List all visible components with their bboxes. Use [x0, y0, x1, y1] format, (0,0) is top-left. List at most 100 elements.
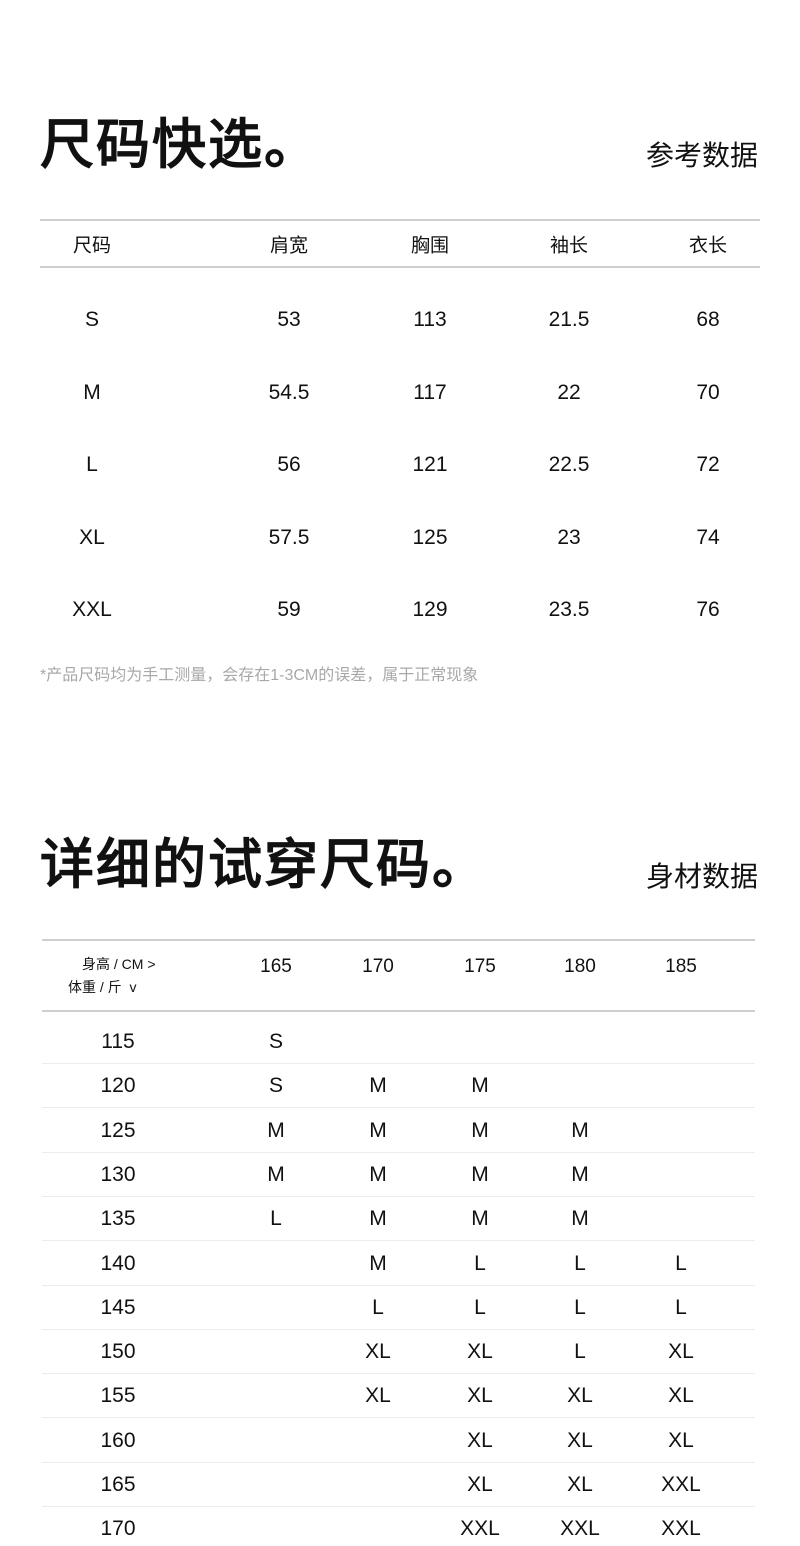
height-header: 175: [464, 956, 496, 977]
measurement-note: *产品尺码均为手工测量，会存在1-3CM的误差，属于正常现象: [40, 667, 479, 684]
recommended-size: M: [571, 1162, 589, 1186]
divider: [40, 219, 760, 221]
measurement-value: 125: [412, 525, 448, 549]
measurement-value: 117: [413, 380, 447, 404]
recommended-size: XL: [467, 1340, 493, 1364]
recommended-size: L: [574, 1340, 586, 1364]
row-divider: [42, 1195, 755, 1197]
height-header: 165: [260, 956, 292, 977]
quick-size-subtitle: 参考数据: [645, 140, 758, 171]
row-divider: [42, 1240, 755, 1242]
weight-label: 150: [100, 1340, 136, 1364]
recommended-size: M: [267, 1118, 285, 1142]
recommended-size: XL: [467, 1428, 493, 1452]
measurement-value: 21.5: [548, 308, 590, 331]
measurement-value: 53: [277, 308, 301, 331]
row-divider: [42, 1461, 755, 1463]
recommended-size: M: [471, 1162, 489, 1186]
measurement-value: 74: [696, 525, 720, 549]
divider: [42, 939, 755, 941]
row-divider: [42, 1151, 755, 1153]
recommended-size: XL: [567, 1473, 593, 1496]
recommended-size: XL: [668, 1428, 694, 1452]
recommended-size: XL: [467, 1473, 493, 1496]
fit-size-subtitle: 身材数据: [645, 861, 758, 892]
column-header: 肩宽: [269, 235, 309, 257]
recommended-size: XXL: [661, 1473, 701, 1496]
row-divider: [42, 1417, 755, 1419]
recommended-size: S: [268, 1030, 284, 1053]
height-header: 185: [665, 956, 697, 977]
row-divider: [42, 1373, 755, 1375]
measurement-value: 22: [557, 380, 581, 404]
quick-size-title: 尺码快选。: [40, 115, 320, 175]
recommended-size: XL: [365, 1384, 391, 1408]
height-header: 180: [564, 956, 596, 977]
recommended-size: XXL: [460, 1517, 500, 1541]
recommended-size: XL: [567, 1428, 593, 1452]
weight-label: 170: [100, 1517, 136, 1541]
recommended-size: M: [471, 1207, 489, 1231]
recommended-size: XXL: [661, 1517, 701, 1541]
measurement-value: 129: [412, 598, 448, 622]
measurement-value: 54.5: [268, 380, 310, 404]
column-header: 胸围: [410, 235, 450, 257]
height-header: 170: [362, 956, 394, 977]
recommended-size: M: [471, 1118, 489, 1142]
measurement-value: 56: [277, 453, 301, 477]
weight-axis-label: 体重 / 斤 v: [68, 979, 137, 995]
recommended-size: M: [471, 1074, 489, 1098]
measurement-value: 22.5: [548, 453, 590, 477]
column-header: 衣长: [688, 235, 728, 257]
size-label: S: [84, 308, 100, 331]
measurement-value: 23: [557, 525, 581, 549]
recommended-size: M: [369, 1074, 387, 1098]
recommended-size: XL: [668, 1340, 694, 1364]
recommended-size: L: [574, 1295, 586, 1319]
measurement-value: 70: [696, 380, 720, 404]
recommended-size: XXL: [560, 1517, 600, 1541]
fit-size-title: 详细的试穿尺码。: [40, 835, 488, 895]
measurement-value: 59: [277, 598, 301, 622]
recommended-size: L: [675, 1295, 687, 1319]
weight-label: 120: [100, 1074, 136, 1098]
recommended-size: XL: [365, 1340, 391, 1364]
recommended-size: S: [268, 1074, 284, 1098]
recommended-size: XL: [668, 1384, 694, 1408]
weight-label: 145: [100, 1295, 136, 1319]
weight-label: 140: [100, 1251, 136, 1275]
recommended-size: XL: [467, 1384, 493, 1408]
weight-label: 130: [100, 1162, 136, 1186]
divider: [42, 1010, 755, 1012]
row-divider: [42, 1063, 755, 1064]
table-corner-label: 身高 / CM > 体重 / 斤 v: [68, 953, 156, 999]
recommended-size: M: [571, 1118, 589, 1142]
weight-label: 125: [100, 1118, 136, 1142]
recommended-size: L: [574, 1251, 586, 1275]
recommended-size: M: [369, 1251, 387, 1275]
measurement-value: 76: [696, 598, 720, 622]
measurement-value: 23.5: [548, 598, 590, 622]
row-divider: [42, 1328, 755, 1330]
measurement-value: 68: [696, 308, 720, 331]
size-label: L: [86, 453, 98, 477]
recommended-size: L: [675, 1251, 687, 1275]
height-axis-label: 身高 / CM >: [82, 956, 156, 972]
weight-label: 135: [100, 1207, 136, 1231]
measurement-value: 57.5: [268, 525, 310, 549]
measurement-value: 72: [696, 453, 720, 477]
size-label: M: [83, 380, 101, 404]
weight-label: 115: [101, 1030, 135, 1053]
recommended-size: M: [369, 1162, 387, 1186]
recommended-size: M: [369, 1118, 387, 1142]
recommended-size: M: [571, 1207, 589, 1231]
measurement-value: 113: [413, 308, 447, 331]
column-header: 袖长: [549, 235, 589, 257]
row-divider: [42, 1506, 755, 1507]
weight-label: 155: [100, 1384, 136, 1408]
recommended-size: M: [369, 1207, 387, 1231]
size-label: XL: [79, 525, 105, 549]
weight-label: 160: [100, 1428, 136, 1452]
measurement-value: 121: [412, 453, 448, 477]
